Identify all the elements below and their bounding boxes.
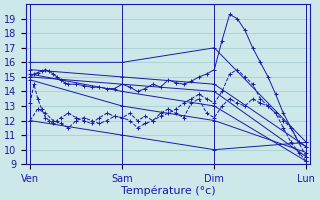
X-axis label: Température (°c): Température (°c) (121, 185, 216, 196)
